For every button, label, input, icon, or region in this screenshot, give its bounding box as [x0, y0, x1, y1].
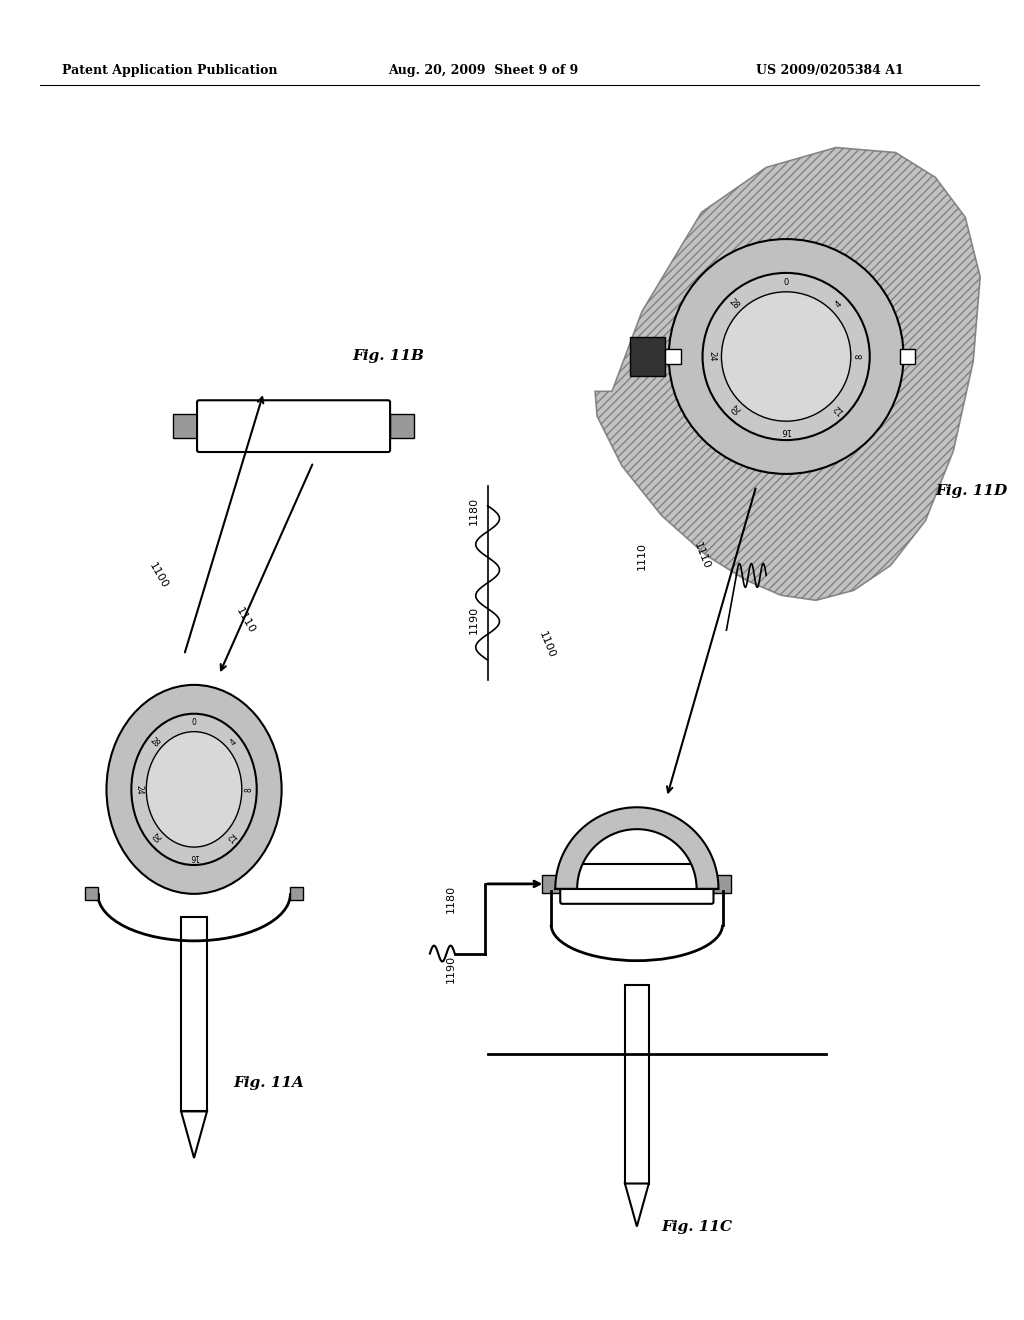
Bar: [665, 348, 681, 364]
Bar: [630, 337, 665, 376]
Text: 4: 4: [834, 300, 844, 309]
Polygon shape: [625, 1184, 649, 1226]
Text: 4: 4: [228, 738, 238, 747]
FancyBboxPatch shape: [197, 400, 390, 451]
Text: Patent Application Publication: Patent Application Publication: [61, 65, 278, 78]
Ellipse shape: [146, 731, 242, 847]
Bar: [714, 875, 731, 892]
Text: 12: 12: [831, 403, 846, 416]
Text: 0: 0: [191, 718, 197, 727]
Bar: [390, 414, 414, 438]
Text: Fig. 11C: Fig. 11C: [662, 1220, 732, 1234]
Circle shape: [722, 292, 851, 421]
Polygon shape: [555, 808, 719, 888]
Text: 16: 16: [189, 851, 199, 861]
Polygon shape: [595, 148, 980, 601]
Bar: [291, 887, 303, 900]
Polygon shape: [181, 1111, 207, 1158]
Text: 28: 28: [148, 735, 162, 748]
Text: 1180: 1180: [445, 884, 456, 913]
Ellipse shape: [131, 714, 257, 865]
Circle shape: [702, 273, 869, 440]
Text: 28: 28: [727, 297, 740, 312]
Bar: [899, 348, 915, 364]
Text: 20: 20: [148, 830, 162, 843]
Text: Fig. 11A: Fig. 11A: [233, 1076, 304, 1090]
Text: Aug. 20, 2009  Sheet 9 of 9: Aug. 20, 2009 Sheet 9 of 9: [388, 65, 579, 78]
Text: 24: 24: [708, 351, 717, 362]
Bar: [181, 917, 207, 1111]
Text: 1180: 1180: [469, 496, 478, 525]
Text: 1100: 1100: [538, 630, 557, 660]
Text: Fig. 11B: Fig. 11B: [352, 350, 424, 363]
Text: 1100: 1100: [147, 561, 170, 590]
Text: 1110: 1110: [691, 541, 712, 570]
Text: 1110: 1110: [233, 606, 256, 635]
Circle shape: [669, 239, 903, 474]
Text: 0: 0: [783, 277, 788, 286]
FancyBboxPatch shape: [560, 865, 714, 904]
Text: 12: 12: [226, 830, 240, 843]
Text: 1110: 1110: [637, 541, 647, 569]
Ellipse shape: [106, 685, 282, 894]
Text: 8: 8: [856, 354, 865, 359]
Bar: [625, 985, 649, 1184]
Text: 20: 20: [727, 403, 740, 416]
Text: 8: 8: [245, 787, 254, 792]
Text: 16: 16: [781, 426, 792, 436]
Text: Fig. 11D: Fig. 11D: [935, 484, 1008, 498]
Bar: [173, 414, 197, 438]
Text: 1190: 1190: [469, 606, 478, 634]
Text: US 2009/0205384 A1: US 2009/0205384 A1: [757, 65, 904, 78]
Text: 24: 24: [134, 784, 143, 795]
Bar: [85, 887, 97, 900]
Text: 1190: 1190: [445, 954, 456, 982]
Bar: [543, 875, 560, 892]
